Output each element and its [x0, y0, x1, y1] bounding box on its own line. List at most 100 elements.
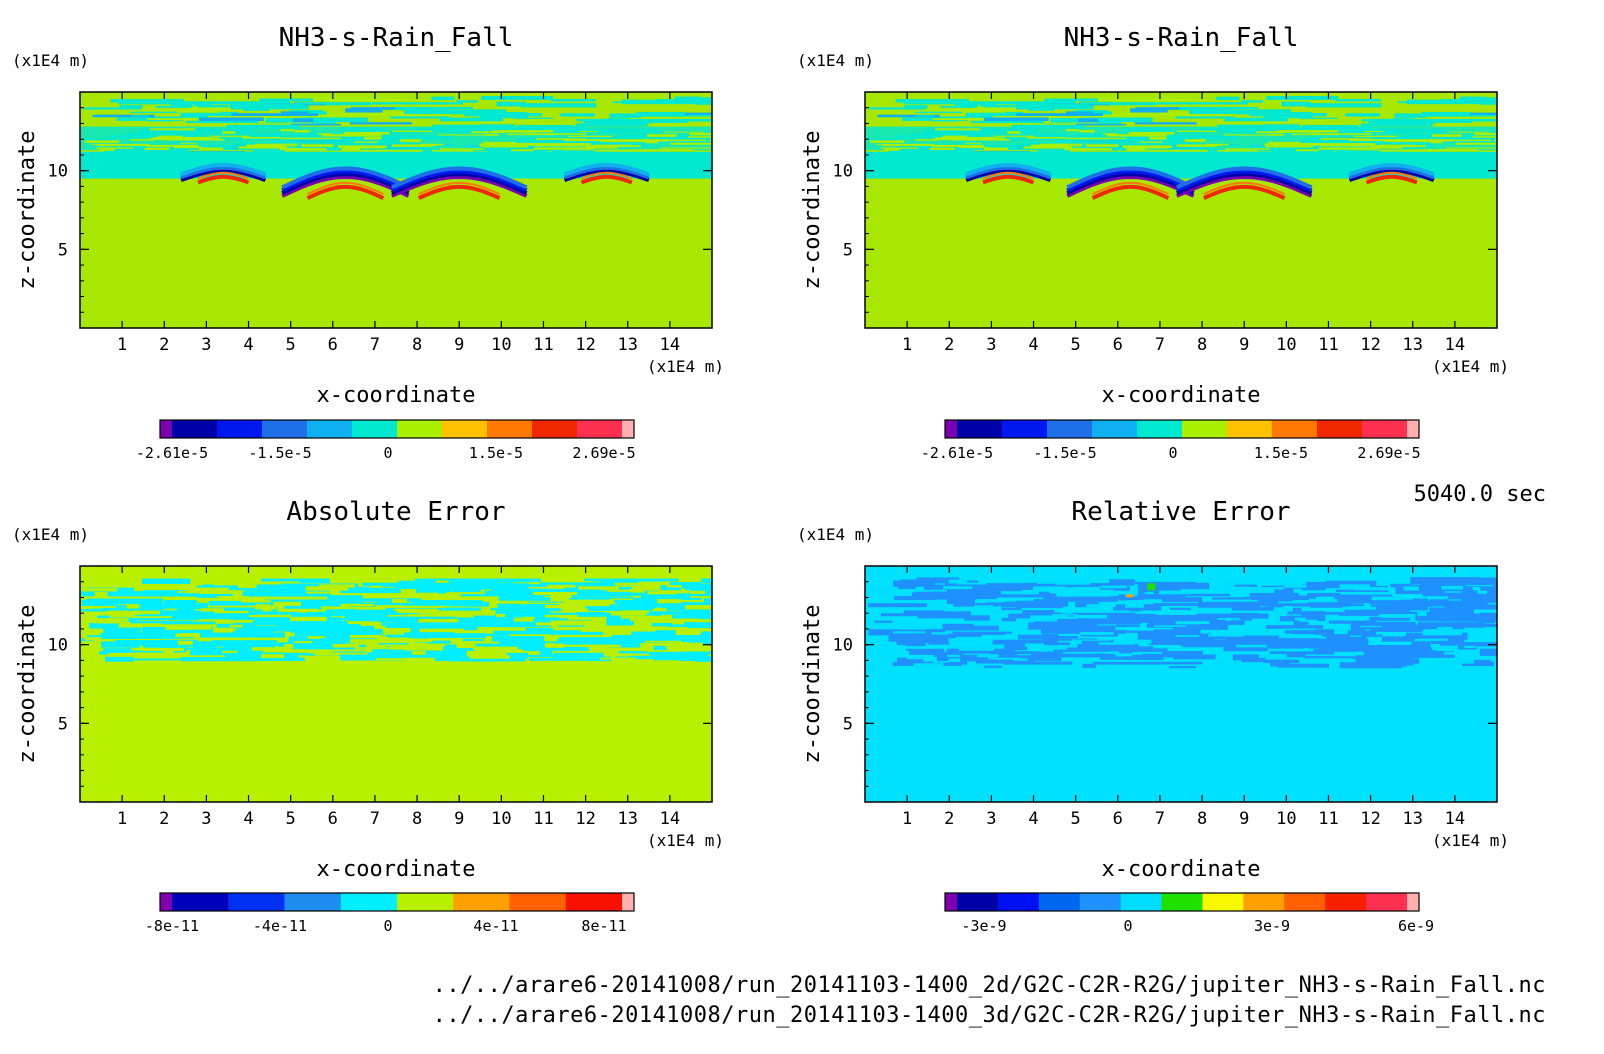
field-patch [390, 116, 450, 119]
field-patch [1118, 639, 1152, 644]
field-patch [1137, 582, 1210, 590]
chart-title: Relative Error [1071, 497, 1290, 527]
field-patch [684, 583, 712, 590]
colorbar-swatch [945, 420, 958, 438]
y-unit-label: (x1E4 m) [797, 525, 874, 544]
field-patch [644, 640, 682, 643]
field-patch [158, 135, 183, 138]
field-patch [1127, 600, 1154, 605]
field-patch [1137, 661, 1203, 665]
colorbar-tick-label: 0 [383, 917, 392, 935]
field-patch [1494, 160, 1497, 163]
field-patch [394, 107, 435, 111]
field-patch [1108, 613, 1157, 621]
field-patch [1439, 642, 1497, 647]
field-patch [974, 605, 994, 609]
field-patch [895, 99, 969, 103]
x-tick-label: 14 [660, 335, 680, 355]
field-patch [473, 646, 518, 651]
field-patch [1140, 603, 1207, 606]
field-patch [397, 610, 438, 614]
field-patch [1141, 633, 1171, 638]
field-patch [120, 624, 137, 627]
field-patch [992, 641, 1026, 649]
field-patch [1128, 131, 1175, 135]
arch-contour [1066, 169, 1195, 193]
field-patch [1257, 120, 1324, 123]
colorbar-tick-label: -1.5e-5 [248, 444, 311, 462]
field-patch [262, 608, 272, 612]
field-patch [344, 146, 383, 149]
field-patch [362, 593, 389, 598]
field-patch [679, 651, 712, 656]
field-patch [916, 115, 935, 117]
field-patch [1172, 635, 1216, 639]
arch-contour [390, 172, 528, 195]
field-patch [389, 645, 424, 650]
field-patch [1102, 133, 1118, 135]
field-patch [198, 147, 223, 150]
field-patch [1005, 633, 1042, 635]
field-patch [1256, 131, 1290, 134]
field-patch [1431, 637, 1465, 645]
field-patch [1028, 622, 1070, 630]
field-patch [903, 102, 971, 105]
field-patch [1414, 638, 1448, 641]
field-patch [1086, 144, 1119, 147]
colorbar-tick-label: 0 [1168, 444, 1177, 462]
field-patch [496, 101, 526, 107]
field-patch [1445, 147, 1497, 149]
field-patch [372, 639, 388, 642]
field-patch [241, 600, 272, 603]
field-patch [1170, 593, 1230, 597]
arch-contour [982, 171, 1034, 180]
x-tick-label: 5 [286, 335, 296, 355]
field-patch [869, 586, 892, 591]
colorbar-swatch [1202, 893, 1244, 911]
field-patch [1274, 587, 1294, 594]
field-patch [163, 608, 178, 610]
field-patch [620, 615, 658, 619]
field-patch [438, 134, 494, 136]
x-tick-label: 6 [1113, 335, 1123, 355]
field-patch [1480, 587, 1497, 591]
x-tick-label: 3 [201, 335, 211, 355]
field-patch [972, 106, 1019, 111]
field-patch [888, 148, 974, 152]
field-patch [942, 623, 999, 631]
field-patch [309, 603, 323, 606]
field-patch [1349, 139, 1399, 142]
field-patch [1415, 615, 1452, 621]
field-patch [1457, 646, 1477, 650]
field-patch [1284, 584, 1307, 588]
field-patch [703, 598, 712, 604]
field-patch [606, 615, 631, 622]
field-patch [453, 588, 481, 592]
field-patch [981, 622, 1024, 624]
field-patch [475, 641, 525, 647]
field-patch [1081, 640, 1114, 646]
colorbar-tick-label: -8e-11 [145, 917, 199, 935]
colorbar-swatch [1407, 420, 1420, 438]
field-patch [649, 611, 689, 615]
field-patch [478, 124, 516, 128]
field-patch [377, 598, 399, 603]
colorbar-swatch [1366, 893, 1408, 911]
field-patch [1221, 586, 1250, 589]
field-patch [1052, 614, 1077, 616]
field-patch [215, 583, 244, 589]
field-patch [469, 655, 510, 659]
field-patch [219, 111, 239, 114]
field-patch [579, 131, 599, 133]
field-patch [1444, 604, 1497, 610]
field-patch [1055, 635, 1078, 639]
colorbar-tick-label: 2.69e-5 [572, 444, 635, 462]
field-patch [1118, 594, 1186, 600]
field-patch [324, 624, 361, 631]
x-tick-label: 9 [1239, 809, 1249, 829]
field-patch [560, 113, 595, 117]
field-patch [1350, 635, 1362, 637]
x-tick-label: 10 [1276, 809, 1296, 829]
field-patch [83, 107, 142, 110]
field-patch [943, 135, 968, 138]
